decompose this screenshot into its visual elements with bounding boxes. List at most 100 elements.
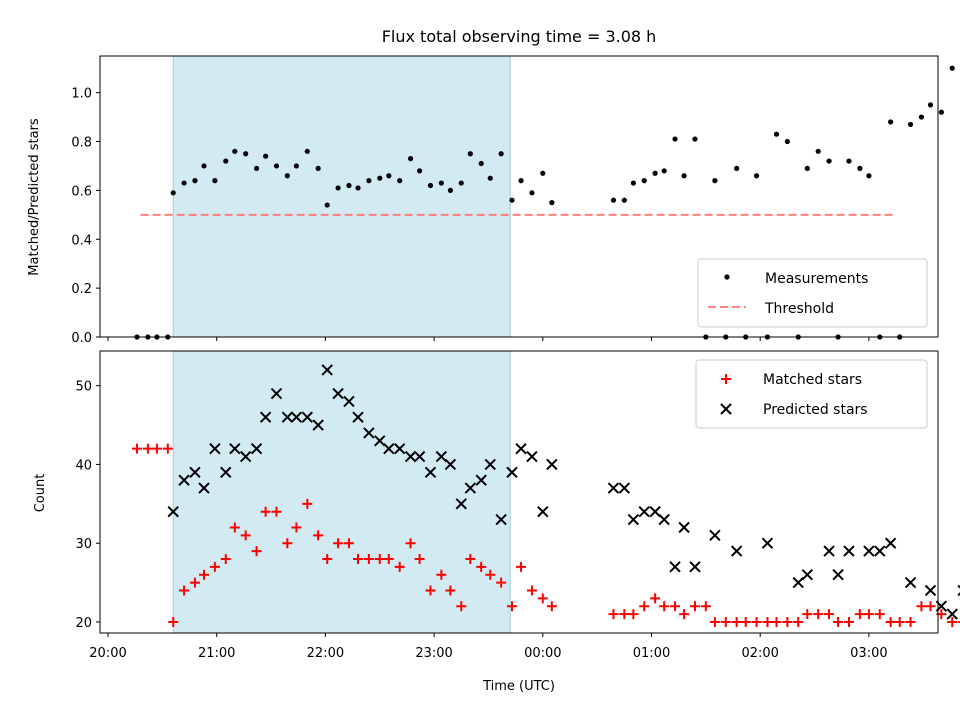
matched-star-point [650,593,661,604]
matched-star-point [720,616,731,627]
matched-star-point [322,553,333,564]
plus-marker [209,561,220,572]
measurement-point [815,148,821,154]
plus-marker [670,601,681,612]
cross-marker [515,442,527,455]
predicted-star-point [209,442,221,455]
predicted-star-point [874,545,886,557]
measurement-point [335,185,341,191]
predicted-star-point [678,521,690,534]
bottom-shaded-region [172,350,511,634]
plus-marker [740,616,751,627]
matched-star-point [436,569,447,580]
top-legend-box [697,258,928,328]
matched-star-point [925,601,936,612]
cross-marker [649,505,661,518]
legend-matched-label: Matched stars [763,372,862,388]
matched-star-point [546,601,557,612]
bottom-y-tick-label: 40 [75,458,92,473]
bottom-legend-box [695,359,928,429]
matched-star-point [189,577,200,588]
measurement-point [661,168,667,174]
matched-star-point [229,522,240,533]
matched-star-point [425,585,436,596]
top-shaded-region [172,55,511,338]
cross-marker [801,569,814,581]
measurement-point [487,175,493,181]
cross-marker [618,482,631,494]
plus-marker [465,553,476,564]
plus-marker [291,522,302,533]
matched-star-point [885,616,896,627]
matched-star-point [833,616,844,627]
matched-star-point [162,443,173,454]
predicted-star-point [627,513,640,526]
plus-marker [782,616,793,627]
plus-marker [659,601,670,612]
cross-marker [239,450,252,463]
cross-marker [843,545,855,557]
bottom-y-tick-label: 30 [75,537,92,552]
predicted-star-point [761,537,774,549]
plus-marker [628,609,639,620]
top-y-tick-label: 0.0 [71,331,92,346]
matched-star-point [751,616,762,627]
cross-marker [198,482,210,494]
measurement-point [529,190,535,196]
plus-marker [199,569,210,580]
plus-marker [313,530,324,541]
cross-marker [178,474,190,486]
measurement-point [467,151,473,157]
predicted-star-point [321,364,333,376]
plus-marker [894,616,905,627]
top-shaded-region-layer [172,55,511,338]
matched-star-point [762,616,773,627]
measurement-point [212,178,218,184]
matched-star-point [291,522,302,533]
cross-marker [455,498,467,510]
cross-marker [689,561,701,573]
predicted-star-point [281,411,294,423]
predicted-star-point [178,474,190,486]
plus-marker [353,553,364,564]
cross-marker [658,513,670,526]
plus-marker [251,546,262,557]
matched-star-point [405,538,416,549]
predicted-star-point [393,442,406,455]
legend-layer: Measurements Threshold Matched stars Predic… [695,258,928,429]
measurement-point [672,136,678,142]
matched-star-point [476,561,487,572]
plus-marker [720,616,731,627]
plus-marker [162,443,173,454]
measurement-point [377,175,383,181]
measurement-point [458,180,464,186]
predicted-star-point [435,450,448,463]
cross-marker [352,411,364,423]
cross-marker [863,545,875,557]
matched-star-point [414,553,425,564]
bottom-axes-frame [99,350,939,634]
measurement-point [857,165,863,171]
predicted-star-point [332,387,344,400]
matched-star-point [537,593,548,604]
plus-marker [689,601,700,612]
measurement-point [346,182,352,189]
plus-marker [240,530,251,541]
matched-star-point [516,561,527,572]
measurement-point [652,170,658,176]
predicted-star-point [167,505,179,518]
measurement-point [692,136,698,142]
bottom-y-tick-label: 20 [75,616,92,631]
measurement-point [324,202,330,208]
top-y-tick-label: 0.4 [71,233,92,248]
predicted-star-point [884,537,897,549]
top-y-tick-label: 0.8 [71,136,92,151]
predicted-star-point [709,529,721,542]
predicted-star-point [537,505,549,518]
legend-matched-marker [721,374,731,384]
cross-marker [270,387,283,400]
measurement-point [621,197,627,203]
measurement-point [610,197,617,203]
matched-star-point [271,506,282,517]
plus-marker [333,538,344,549]
